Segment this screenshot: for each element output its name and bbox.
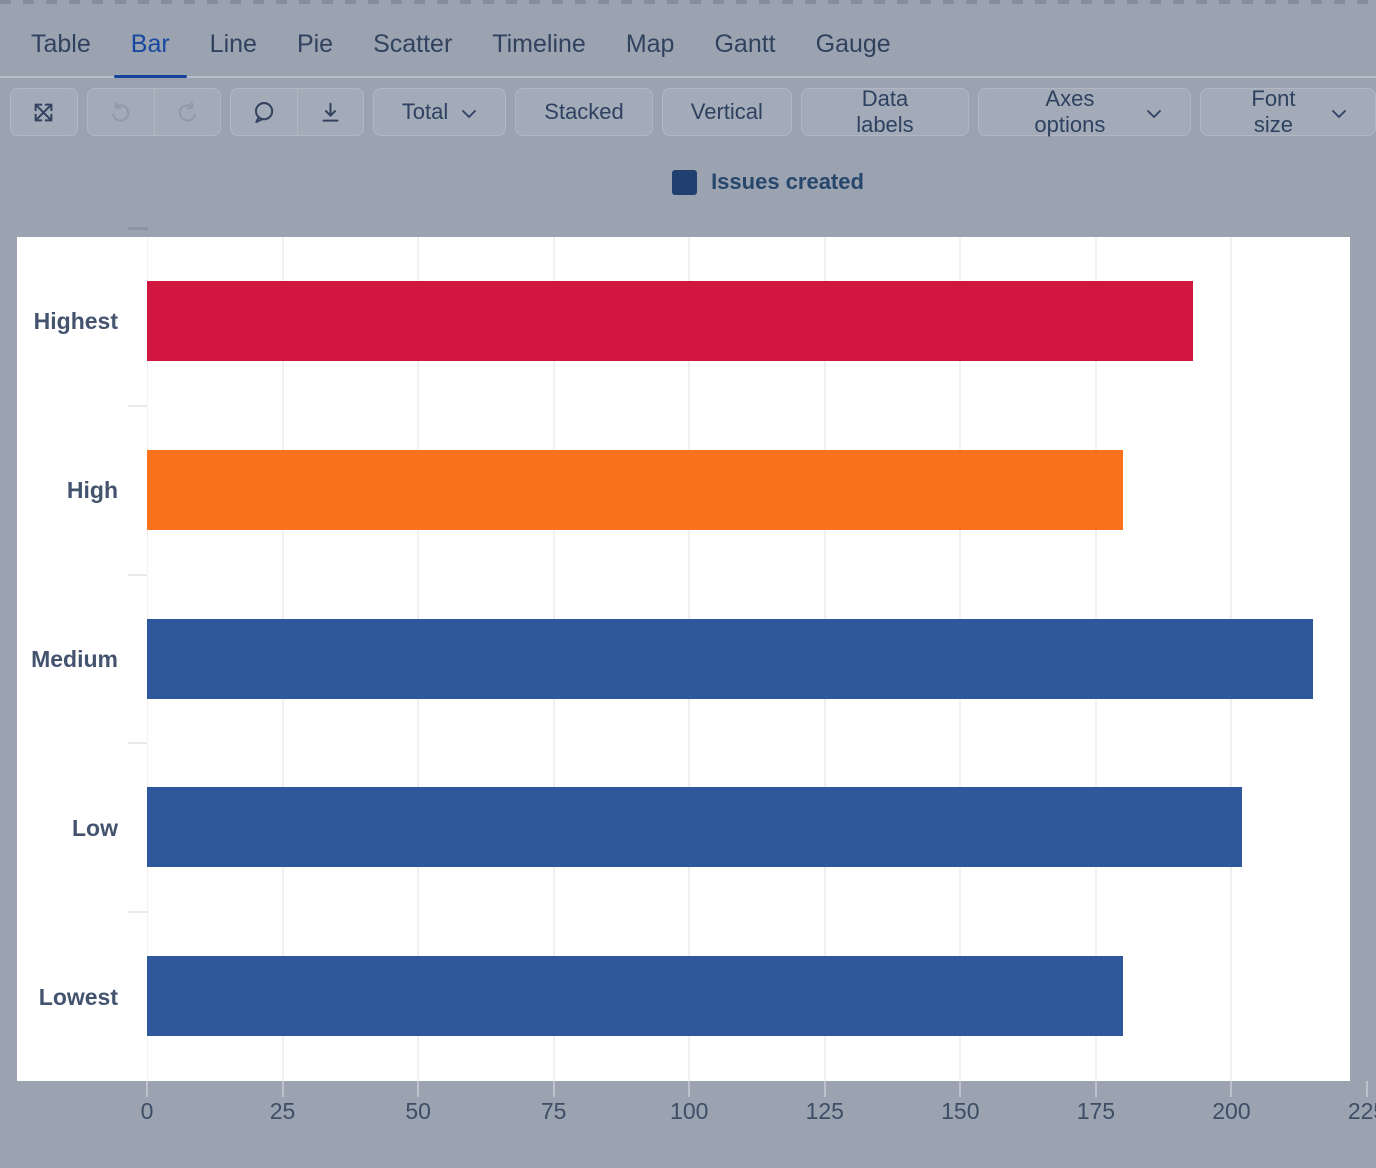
toolbar-icon-group	[86, 88, 221, 136]
tab-table[interactable]: Table	[31, 29, 91, 58]
chart-panel: Highest High Medium Low Lowest	[17, 237, 1350, 1081]
x-axis-tick	[959, 1081, 962, 1097]
selection-dashed-border	[0, 0, 1376, 4]
x-axis-tick	[1230, 1081, 1233, 1097]
y-axis-tick	[128, 573, 147, 576]
undo-button	[88, 89, 154, 135]
tab-bar[interactable]: Bar	[113, 12, 187, 78]
category-label-medium: Medium	[31, 646, 118, 672]
x-axis-label: 200	[1212, 1098, 1251, 1124]
x-axis-label: 25	[269, 1098, 296, 1124]
download-icon	[317, 99, 344, 126]
x-axis-tick	[417, 1081, 420, 1097]
chevron-down-icon	[1331, 109, 1347, 119]
bar-high[interactable]	[147, 449, 1123, 530]
x-axis-tick	[823, 1081, 826, 1097]
y-axis-end-tick	[128, 227, 148, 230]
tab-timeline[interactable]: Timeline	[492, 29, 586, 58]
toolbar-button-total[interactable]: Total	[372, 88, 507, 136]
x-axis-label: 50	[405, 1098, 431, 1124]
category-label-high: High	[66, 477, 118, 504]
legend-swatch	[672, 169, 698, 195]
toolbar-icon-group	[229, 88, 364, 136]
redo-icon	[174, 99, 201, 126]
x-axis-label: 0	[140, 1098, 154, 1124]
tab-gauge[interactable]: Gauge	[815, 29, 891, 58]
x-axis-label: 125	[805, 1098, 844, 1124]
expand-button[interactable]	[11, 89, 77, 135]
toolbar-button-label: Total	[401, 99, 449, 124]
toolbar-button-vertical[interactable]: Vertical	[661, 88, 792, 136]
toolbar-button-label: Data labels	[856, 86, 914, 137]
x-axis-label: 150	[941, 1098, 980, 1124]
x-axis-tick	[146, 1081, 148, 1097]
comment-icon	[250, 99, 277, 126]
y-axis-tick	[128, 404, 147, 407]
bar-lowest[interactable]	[147, 956, 1123, 1037]
toolbar-icon-group	[10, 88, 78, 136]
toolbar-button-stacked[interactable]: Stacked	[515, 88, 653, 136]
redo-button	[153, 89, 220, 135]
download-button[interactable]	[296, 89, 363, 135]
undo-icon	[107, 99, 134, 126]
x-axis-tick	[1094, 1081, 1097, 1097]
comment-button[interactable]	[231, 89, 297, 135]
x-axis-tick	[688, 1081, 691, 1097]
x-axis-label: 225	[1347, 1098, 1376, 1124]
toolbar-button-label: Vertical	[690, 99, 763, 124]
toolbar: Total Stacked Vertical Data labels Axes opti…	[10, 86, 1376, 137]
toolbar-button-axes-options[interactable]: Axes options	[977, 86, 1191, 137]
toolbar-button-label: Axes options	[1034, 86, 1106, 137]
toolbar-button-data-labels[interactable]: Data labels	[800, 86, 969, 137]
x-axis-label: 100	[670, 1098, 709, 1124]
chevron-down-icon	[461, 109, 477, 119]
x-axis-tick	[281, 1081, 284, 1097]
x-axis-tick	[552, 1081, 555, 1097]
plot-area	[147, 237, 1350, 1081]
tab-gantt[interactable]: Gantt	[714, 29, 776, 58]
bar-highest[interactable]	[147, 281, 1194, 361]
chart-legend[interactable]: Issues created	[80, 169, 1376, 195]
tab-map[interactable]: Map	[625, 29, 675, 58]
expand-icon	[30, 99, 57, 126]
toolbar-button-label: Font size	[1251, 86, 1296, 137]
tab-scatter[interactable]: Scatter	[373, 29, 453, 58]
toolbar-button-label: Stacked	[544, 99, 624, 124]
tab-bar: Table Bar Line Pie Scatter Timeline Map Gantt Ga…	[0, 0, 1376, 78]
tab-pie[interactable]: Pie	[296, 29, 334, 58]
y-axis-tick	[128, 742, 147, 745]
x-axis-tick	[1366, 1081, 1368, 1097]
toolbar-button-font-size[interactable]: Font size	[1199, 86, 1376, 137]
legend-label: Issues created	[711, 169, 864, 194]
x-axis-label: 175	[1076, 1098, 1116, 1124]
category-label-highest: Highest	[33, 308, 118, 335]
chevron-down-icon	[1146, 109, 1162, 119]
y-axis-tick	[128, 911, 147, 914]
category-label-low: Low	[72, 814, 118, 841]
x-axis-label: 75	[540, 1098, 567, 1124]
category-label-lowest: Lowest	[38, 983, 118, 1010]
bar-medium[interactable]	[147, 618, 1313, 699]
bar-low[interactable]	[147, 787, 1243, 868]
tab-line[interactable]: Line	[209, 29, 257, 58]
